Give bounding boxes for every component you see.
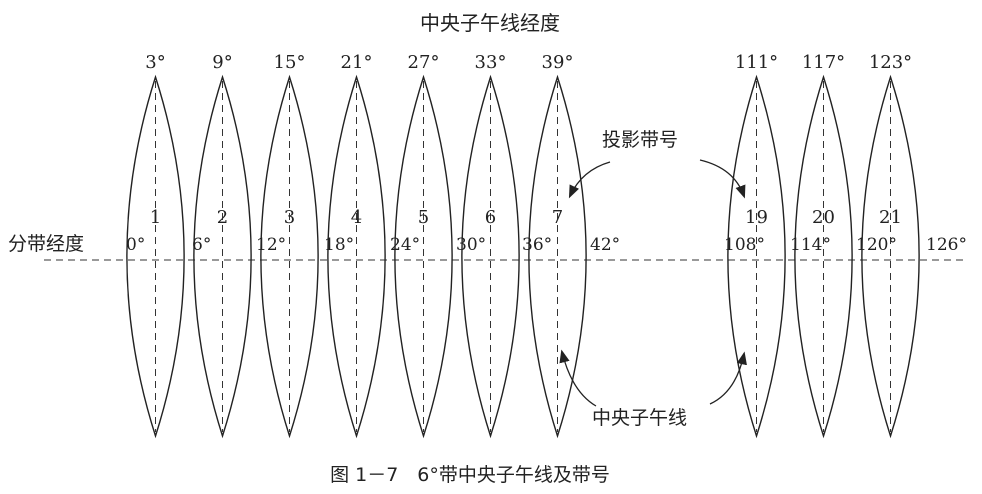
- central-meridian-value: 33°: [475, 52, 507, 73]
- central-meridian-value: 111°: [735, 52, 778, 73]
- zone-number: 19: [745, 207, 768, 228]
- zone-number: 6: [485, 207, 496, 228]
- zone-boundary-label: 分带经度: [8, 233, 84, 255]
- central-meridian-value: 15°: [274, 52, 306, 73]
- boundary-longitude-label: 114°: [790, 235, 831, 255]
- zone-number: 7: [552, 207, 563, 228]
- boundary-longitude-label: 30°: [456, 235, 486, 255]
- boundary-longitude-label: 126°: [926, 235, 967, 255]
- boundary-longitude-label: 6°: [192, 235, 211, 255]
- boundary-longitude-label: 36°: [522, 235, 552, 255]
- boundary-longitude-label: 18°: [324, 235, 354, 255]
- zone-outline: [461, 74, 520, 439]
- boundary-longitude-label: 24°: [390, 235, 420, 255]
- central-meridian-value: 9°: [212, 52, 232, 73]
- zone-outline: [727, 74, 786, 439]
- zone-outline: [861, 74, 920, 439]
- zone-outline: [528, 74, 587, 439]
- zone-number: 5: [418, 207, 429, 228]
- zone-2: 9° 2: [193, 52, 252, 439]
- zone-7: 39° 7: [528, 52, 587, 439]
- boundary-longitude-label: 0°: [126, 235, 145, 255]
- zone-19: 111° 19: [727, 52, 786, 439]
- central-meridian-value: 27°: [408, 52, 440, 73]
- zone-3: 15° 3: [260, 52, 319, 439]
- zone-number: 3: [284, 207, 295, 228]
- zones-layer: 3° 1 9° 2 15° 3 21° 4 27° 5 33° 6 39° 7 111° 19 117° 20 12…: [126, 52, 920, 439]
- zone-5: 27° 5: [394, 52, 453, 439]
- zone-4: 21° 4: [327, 52, 386, 439]
- central-meridian-value: 3°: [145, 52, 165, 73]
- boundary-longitude-label: 12°: [256, 235, 286, 255]
- zone-outline: [126, 74, 185, 439]
- zone-outline: [794, 74, 853, 439]
- projection-zone-number-label: 投影带号: [602, 129, 678, 151]
- boundary-longitude-label: 108°: [724, 235, 765, 255]
- zone-outline: [394, 74, 453, 439]
- central-meridian-value: 117°: [802, 52, 845, 73]
- central-meridian-value: 39°: [542, 52, 574, 73]
- figure-caption: 图 1－7 6°带中央子午线及带号: [330, 464, 610, 486]
- central-meridian-value: 123°: [869, 52, 912, 73]
- zone-21: 123° 21: [861, 52, 920, 439]
- zone-outline: [260, 74, 319, 439]
- arrow-to-central-meridian-7: [559, 349, 597, 407]
- edge-labels-layer: 0° 6° 12° 18° 24° 30° 36° 42° 108° 114° 120° 126°: [126, 235, 967, 255]
- zone-number: 20: [812, 207, 835, 228]
- arrow-to-zone-7: [568, 161, 611, 199]
- central-meridian-value: 21°: [341, 52, 373, 73]
- arrow-to-zone-19: [699, 159, 746, 199]
- arrow-to-central-meridian-19: [709, 351, 747, 405]
- zone-number: 2: [217, 207, 228, 228]
- zone-20: 117° 20: [794, 52, 853, 439]
- boundary-longitude-label: 42°: [590, 235, 620, 255]
- zone-outline: [193, 74, 252, 439]
- zone-6: 33° 6: [461, 52, 520, 439]
- diagram-title: 中央子午线经度: [420, 11, 560, 35]
- zone-number: 21: [879, 207, 902, 228]
- boundary-longitude-label: 120°: [856, 235, 897, 255]
- zone-outline: [327, 74, 386, 439]
- zone-1: 3° 1: [126, 52, 185, 439]
- zone-number: 1: [150, 207, 161, 228]
- zone-number: 4: [351, 207, 362, 228]
- central-meridian-label: 中央子午线: [592, 407, 687, 429]
